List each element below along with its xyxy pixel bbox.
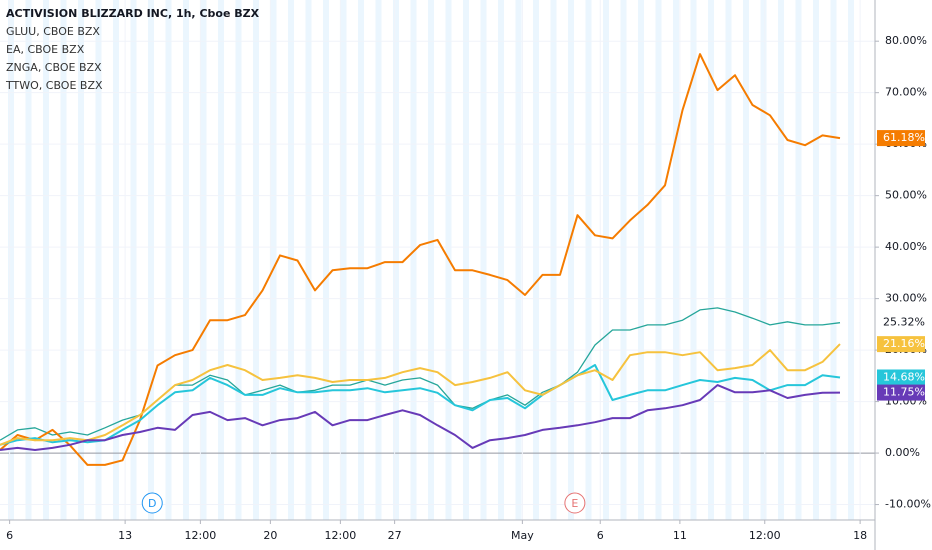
x-tick-label: 6 [6, 529, 13, 542]
session-band [393, 0, 399, 520]
session-band [305, 0, 312, 520]
series-line [0, 364, 841, 446]
x-tick-label: 12:00 [325, 529, 357, 542]
y-tick-label: 0.00% [885, 446, 920, 459]
last-value-tag: 61.18% [877, 130, 925, 147]
y-tick-label: 30.00% [885, 292, 927, 305]
legend-entry: EA, CBOE BZX [6, 43, 85, 56]
session-band [183, 0, 189, 520]
x-tick-label: 27 [388, 529, 402, 542]
legend-entry: ACTIVISION BLIZZARD INC, 1h, Cboe BZX [6, 7, 260, 20]
x-tick-label: 13 [118, 529, 132, 542]
session-band [690, 0, 697, 520]
session-band [568, 0, 574, 520]
event-marker [141, 492, 163, 514]
session-band [778, 0, 784, 520]
series-line [0, 343, 841, 446]
session-band [113, 0, 119, 520]
session-band [603, 0, 609, 520]
last-value-tag: 11.75% [877, 384, 925, 401]
session-band [673, 0, 679, 520]
grid [0, 0, 875, 520]
session-bands [8, 0, 854, 520]
session-band [270, 0, 277, 520]
session-band [165, 0, 172, 520]
last-value-label: 61.18% [883, 131, 925, 144]
last-value-label: 25.32% [883, 316, 925, 329]
session-band [288, 0, 294, 520]
legend: ACTIVISION BLIZZARD INC, 1h, Cboe BZX GLU… [5, 7, 260, 92]
session-band [410, 0, 417, 520]
x-tick-label: 20 [263, 529, 277, 542]
session-band [550, 0, 557, 520]
session-band [760, 0, 767, 520]
event-label: E [571, 497, 578, 510]
y-tick-label: 80.00% [885, 34, 927, 47]
last-value-label: 21.16% [883, 337, 925, 350]
legend-entry: TTWO, CBOE BZX [5, 79, 103, 92]
y-tick-label: -10.00% [885, 498, 931, 511]
last-value-label: 14.68% [883, 370, 925, 383]
last-value-tag: 14.68% [877, 369, 925, 386]
session-band [498, 0, 504, 520]
session-band [848, 0, 854, 520]
x-tick-label: 6 [597, 529, 604, 542]
x-tick-label: 12:00 [185, 529, 217, 542]
session-band [218, 0, 224, 520]
session-band [253, 0, 259, 520]
session-band [130, 0, 137, 520]
x-tick-label: 12:00 [749, 529, 781, 542]
session-band [795, 0, 802, 520]
session-band [428, 0, 434, 520]
session-band [25, 0, 32, 520]
session-band [743, 0, 749, 520]
event-label: D [148, 497, 156, 510]
session-band [235, 0, 242, 520]
y-tick-label: 70.00% [885, 86, 927, 99]
x-tick-label: May [511, 529, 534, 542]
axes: -10.00%0.00%10.00%20.00%30.00%40.00%50.0… [6, 34, 931, 542]
last-value-tag: 21.16% [877, 336, 925, 353]
y-tick-label: 40.00% [885, 240, 927, 253]
session-band [830, 0, 837, 520]
session-band [655, 0, 662, 520]
event-marker [564, 492, 586, 514]
last-value-bg [877, 384, 925, 401]
session-band [638, 0, 644, 520]
session-band [340, 0, 347, 520]
last-value-bg [877, 336, 925, 353]
last-value-bg [877, 130, 925, 147]
session-band [515, 0, 522, 520]
x-tick-label: 18 [853, 529, 867, 542]
session-band [323, 0, 329, 520]
session-band [620, 0, 627, 520]
session-band [43, 0, 49, 520]
session-band [148, 0, 154, 520]
legend-entry: ZNGA, CBOE BZX [6, 61, 102, 74]
session-band [8, 0, 14, 520]
session-band [78, 0, 84, 520]
session-band [375, 0, 382, 520]
session-band [480, 0, 487, 520]
x-tick-label: 11 [673, 529, 687, 542]
plot [0, 53, 841, 466]
last-value-label: 11.75% [883, 386, 925, 399]
session-band [585, 0, 592, 520]
session-band [95, 0, 102, 520]
session-band [533, 0, 539, 520]
series-line [0, 384, 841, 451]
y-tick-label: 50.00% [885, 189, 927, 202]
last-value-tag: 25.32% [883, 316, 925, 329]
session-band [813, 0, 819, 520]
session-band [60, 0, 67, 520]
session-band [463, 0, 469, 520]
legend-entry: GLUU, CBOE BZX [6, 25, 100, 38]
session-band [200, 0, 207, 520]
session-band [725, 0, 732, 520]
session-band [358, 0, 364, 520]
session-band [708, 0, 714, 520]
last-value-bg [877, 369, 925, 386]
